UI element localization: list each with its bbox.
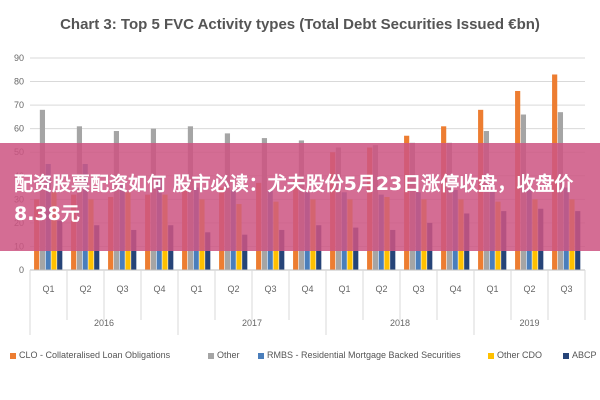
legend-label: Other CDO: [497, 350, 543, 360]
legend-label: ABCP: [572, 350, 597, 360]
legend-item: CLO - Collateralised Loan Obligations: [10, 350, 170, 360]
x-tick-label: Q3: [412, 284, 424, 294]
legend-label: CLO - Collateralised Loan Obligations: [19, 350, 171, 360]
year-label: 2018: [390, 318, 410, 328]
year-label: 2019: [519, 318, 539, 328]
x-tick-label: Q4: [153, 284, 165, 294]
legend-label: RMBS - Residential Mortgage Backed Secur…: [267, 350, 461, 360]
legend-label: Other: [217, 350, 240, 360]
y-tick-label: 60: [14, 124, 24, 134]
x-tick-label: Q2: [375, 284, 387, 294]
x-tick-label: Q1: [338, 284, 350, 294]
x-tick-label: Q2: [523, 284, 535, 294]
y-tick-label: 0: [19, 265, 24, 275]
x-tick-label: Q1: [486, 284, 498, 294]
x-tick-label: Q2: [79, 284, 91, 294]
legend-swatch: [563, 352, 569, 359]
x-tick-label: Q4: [301, 284, 313, 294]
overlay-headline[interactable]: 配资股票配资如何 股市必读：尤夫股份5月23日涨停收盘，收盘价8.38元: [14, 173, 574, 225]
year-label: 2017: [242, 318, 262, 328]
bar: [205, 232, 211, 270]
x-tick-label: Q2: [227, 284, 239, 294]
chart-title: Chart 3: Top 5 FVC Activity types (Total…: [60, 16, 540, 33]
y-tick-label: 80: [14, 77, 24, 87]
y-tick-label: 90: [14, 53, 24, 63]
legend-swatch: [258, 352, 264, 359]
overlay-banner[interactable]: 配资股票配资如何 股市必读：尤夫股份5月23日涨停收盘，收盘价8.38元: [0, 143, 600, 251]
legend-item: Other CDO: [488, 350, 542, 360]
x-tick-label: Q3: [116, 284, 128, 294]
legend-swatch: [10, 352, 16, 359]
bar: [242, 234, 248, 270]
x-tick-label: Q1: [190, 284, 202, 294]
legend-item: ABCP: [563, 350, 597, 360]
x-tick-label: Q4: [449, 284, 461, 294]
legend-item: Other: [208, 350, 240, 360]
legend-item: RMBS - Residential Mortgage Backed Secur…: [258, 350, 461, 360]
x-tick-label: Q3: [560, 284, 572, 294]
x-tick-label: Q1: [42, 284, 54, 294]
legend-swatch: [488, 352, 494, 359]
y-tick-label: 70: [14, 100, 24, 110]
year-label: 2016: [94, 318, 114, 328]
x-tick-label: Q3: [264, 284, 276, 294]
legend-swatch: [208, 352, 214, 359]
chart-legend: CLO - Collateralised Loan Obligations Oth…: [10, 350, 597, 368]
